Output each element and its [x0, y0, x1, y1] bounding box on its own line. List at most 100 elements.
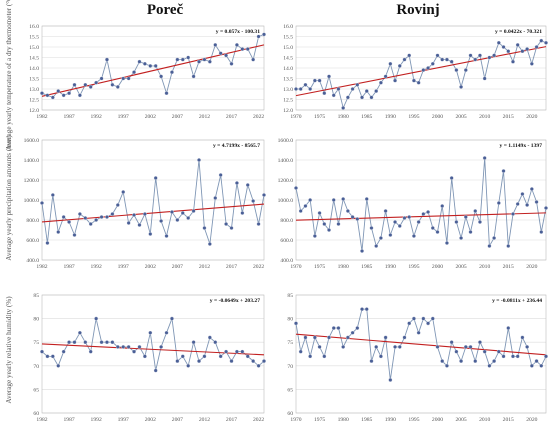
data-point: [88, 84, 93, 89]
x-tick-label: 1982: [36, 417, 47, 423]
x-tick-label: 1970: [290, 114, 301, 120]
data-point: [312, 78, 317, 83]
data-point: [180, 211, 185, 215]
y-tick-label: 65: [287, 387, 293, 393]
data-point: [40, 91, 44, 96]
data-point: [525, 203, 530, 207]
data-point: [331, 93, 336, 98]
data-point: [487, 55, 492, 60]
data-point: [331, 198, 336, 202]
data-point: [544, 206, 548, 210]
data-point: [482, 76, 487, 81]
x-tick-label: 1985: [361, 114, 372, 120]
data-point: [115, 84, 120, 89]
data-point: [388, 378, 393, 382]
data-point: [105, 57, 109, 62]
data-point: [539, 363, 544, 368]
data-point: [473, 359, 478, 364]
x-tick-label: 1975: [314, 114, 325, 120]
x-tick-label: 2020: [526, 264, 537, 270]
y-tick-label: 800.0: [26, 218, 39, 224]
data-point: [115, 344, 120, 349]
data-point: [186, 55, 191, 60]
data-point: [56, 230, 61, 234]
x-tick-label: 1975: [314, 417, 325, 423]
data-point: [317, 78, 322, 83]
data-point: [94, 80, 99, 85]
panel-porec-humidity: 60 65 70 75 80 85 1982 1987 1992 1997 2002 2007 2012…: [33, 293, 266, 423]
data-point: [303, 82, 308, 87]
x-tick-label: 2010: [479, 114, 490, 120]
data-point: [364, 307, 369, 312]
data-point: [402, 57, 407, 62]
column-title-rovinj: Rovinj: [396, 2, 439, 18]
data-point: [496, 201, 501, 205]
data-point: [411, 316, 416, 321]
data-point: [298, 87, 303, 91]
data-point: [132, 70, 136, 75]
x-tick-label: 2000: [432, 417, 443, 423]
x-tick-label: 2017: [226, 114, 237, 120]
y-tick-label: 12.0: [283, 108, 293, 114]
data-point: [121, 344, 126, 349]
regression-equation: y = 0.0422x - 70.321: [495, 29, 542, 35]
data-point: [142, 61, 147, 66]
data-point: [482, 349, 487, 354]
y-tick-label: 1400.0: [278, 158, 294, 164]
data-point: [416, 330, 421, 335]
x-tick-label: 2012: [199, 417, 210, 423]
panel-rovinj-precipitation: 400.0 600.0 800.0 1000.0 1200.0 1400.0 1600.0 1…: [278, 138, 548, 270]
x-tick-label: 1997: [118, 417, 129, 423]
data-point: [411, 78, 416, 83]
data-point: [515, 202, 520, 206]
data-point: [341, 105, 346, 110]
data-point: [175, 359, 180, 364]
x-tick-label: 1980: [338, 417, 349, 423]
trend-line: [41, 203, 265, 223]
data-point: [463, 215, 468, 219]
data-point: [308, 198, 313, 202]
data-point: [440, 57, 445, 62]
data-point: [153, 63, 158, 68]
data-point: [426, 66, 431, 70]
y-tick-label: 85: [287, 293, 293, 299]
x-tick-label: 2007: [172, 264, 183, 270]
data-point: [468, 230, 473, 234]
data-point: [317, 344, 322, 349]
data-point: [132, 349, 136, 354]
data-point: [142, 354, 147, 359]
x-tick-label: 2022: [253, 114, 264, 120]
data-point: [77, 212, 82, 216]
data-point: [105, 215, 109, 219]
data-point: [374, 89, 379, 94]
data-point: [218, 51, 223, 56]
data-point: [539, 230, 544, 234]
regression-equation: y = 1.1149x - 1397: [500, 143, 543, 149]
x-tick-label: 2022: [253, 417, 264, 423]
series-line: [295, 157, 547, 252]
x-tick-label: 1992: [91, 417, 102, 423]
y-tick-label: 13.0: [283, 87, 293, 93]
data-point: [159, 344, 164, 349]
data-point: [245, 354, 250, 359]
data-point: [99, 76, 104, 81]
data-point: [430, 61, 435, 66]
data-point: [435, 53, 440, 58]
data-point: [94, 316, 99, 321]
data-point: [383, 74, 388, 79]
y-tick-label: 85: [33, 293, 39, 299]
data-point: [191, 74, 196, 79]
y-tick-label: 75: [287, 340, 293, 346]
x-tick-label: 2017: [226, 264, 237, 270]
data-point: [501, 169, 506, 173]
y-tick-label: 1200.0: [278, 178, 294, 184]
data-point: [256, 34, 261, 39]
data-point: [294, 321, 298, 326]
x-tick-label: 2020: [526, 114, 537, 120]
regression-equation: y = 0.057x - 100.31: [216, 29, 260, 35]
x-tick-label: 2005: [456, 114, 467, 120]
data-point: [105, 340, 109, 345]
data-point: [132, 213, 136, 217]
data-point: [534, 359, 539, 364]
